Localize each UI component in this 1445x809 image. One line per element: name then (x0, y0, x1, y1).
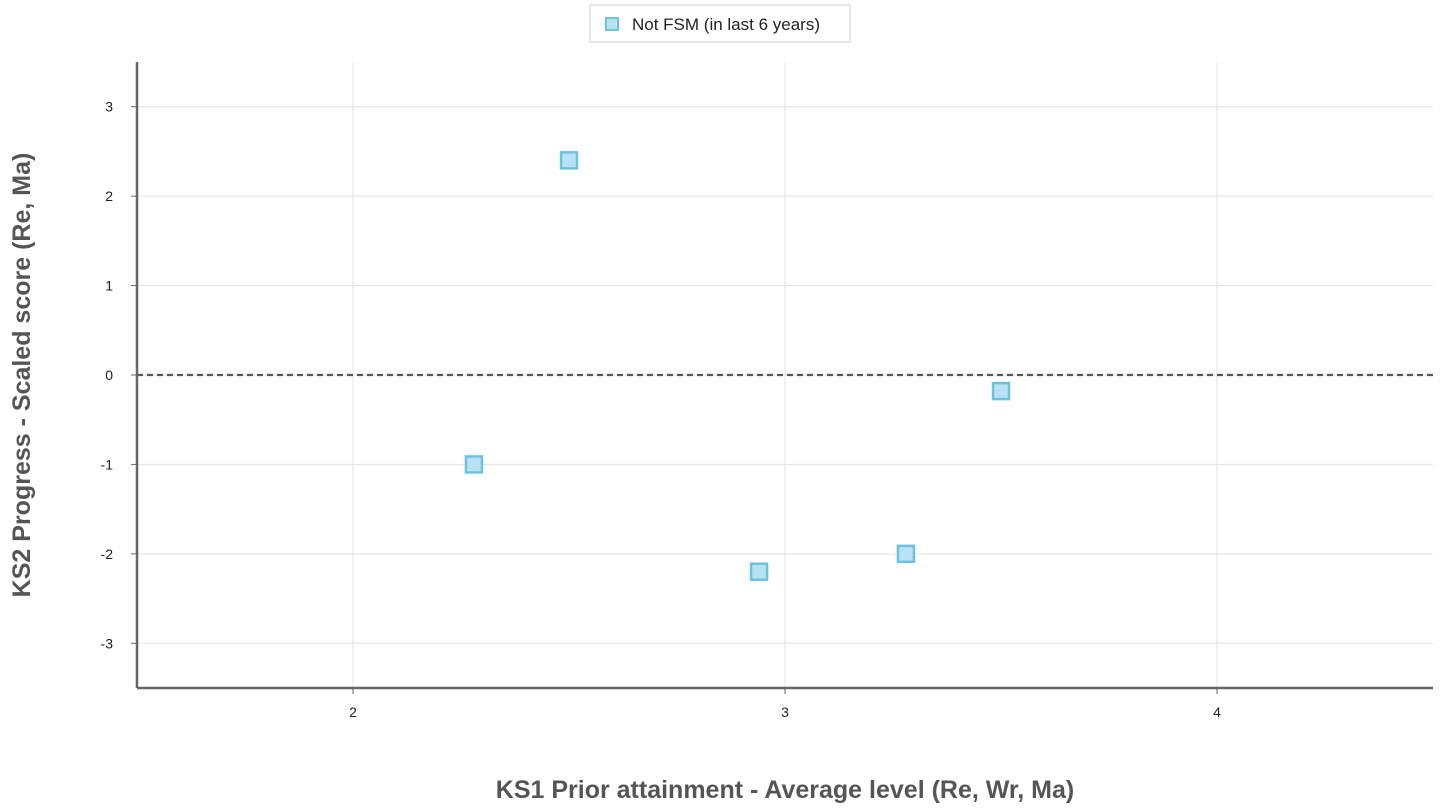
x-axis-title: KS1 Prior attainment - Average level (Re… (496, 776, 1074, 804)
data-point-0-2[interactable] (749, 562, 769, 581)
x-tick-label-0: 2 (349, 704, 357, 720)
y-tick-label-1: 2 (105, 188, 113, 204)
y-tick-label-0: 3 (105, 99, 113, 115)
x-tick-label-1: 3 (781, 704, 789, 720)
data-point-0-0[interactable] (464, 455, 484, 474)
axes (131, 62, 1433, 694)
legend[interactable]: Not FSM (in last 6 years) (589, 4, 851, 43)
y-tick-label-3: 0 (105, 367, 113, 383)
data-point-0-4[interactable] (991, 381, 1011, 401)
x-tick-label-2: 4 (1213, 704, 1221, 720)
y-tick-label-2: 1 (105, 278, 113, 294)
legend-swatch (605, 17, 619, 31)
y-tick-label-5: -2 (101, 546, 114, 562)
y-tick-label-4: -1 (101, 456, 114, 472)
y-tick-label-6: -3 (101, 635, 114, 651)
y-axis-title: KS2 Progress - Scaled score (Re, Ma) (8, 153, 36, 598)
data-point-0-1[interactable] (559, 151, 579, 170)
legend-label: Not FSM (in last 6 years) (632, 15, 820, 34)
data-point-0-3[interactable] (896, 544, 916, 564)
legend-box (589, 4, 851, 43)
tick-labels: 2 3 4 3 2 1 0 -1 -2 -3 (101, 99, 1222, 720)
data-points (464, 151, 1011, 581)
